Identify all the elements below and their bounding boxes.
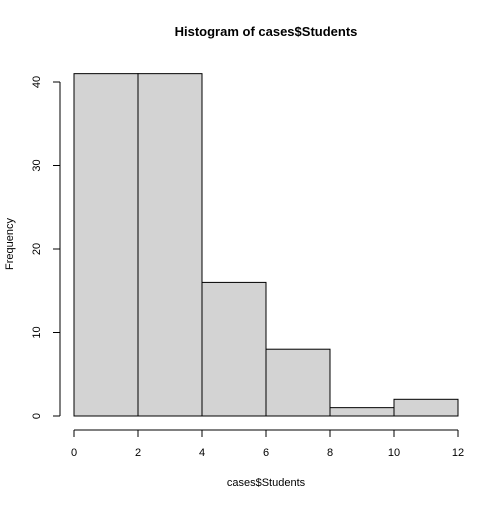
histogram-bar-4 <box>329 407 395 417</box>
histogram-bar-2 <box>201 281 267 417</box>
y-tick-label-4: 40 <box>31 76 43 88</box>
x-tick-label-0: 0 <box>71 447 77 459</box>
histogram-bar-5 <box>393 398 459 417</box>
histogram-bar-0 <box>73 73 139 417</box>
x-tick-label-5: 10 <box>388 447 400 459</box>
y-axis: 0 10 20 30 40 <box>31 76 61 419</box>
x-axis-label: cases$Students <box>227 477 306 489</box>
y-tick-label-0: 0 <box>31 413 43 419</box>
x-tick-label-3: 6 <box>263 447 269 459</box>
histogram-bar-1 <box>137 73 203 417</box>
x-axis: 0 2 4 6 8 10 12 <box>71 429 464 459</box>
chart-title: Histogram of cases$Students <box>175 24 358 39</box>
y-tick-label-1: 10 <box>31 326 43 338</box>
y-axis-label: Frequency <box>4 218 16 270</box>
x-tick-label-4: 8 <box>327 447 333 459</box>
x-tick-label-6: 12 <box>452 447 464 459</box>
bars-group <box>73 73 459 417</box>
y-tick-label-3: 30 <box>31 159 43 171</box>
x-tick-label-1: 2 <box>135 447 141 459</box>
histogram-bar-3 <box>265 348 331 417</box>
x-tick-label-2: 4 <box>199 447 205 459</box>
y-tick-label-2: 20 <box>31 243 43 255</box>
